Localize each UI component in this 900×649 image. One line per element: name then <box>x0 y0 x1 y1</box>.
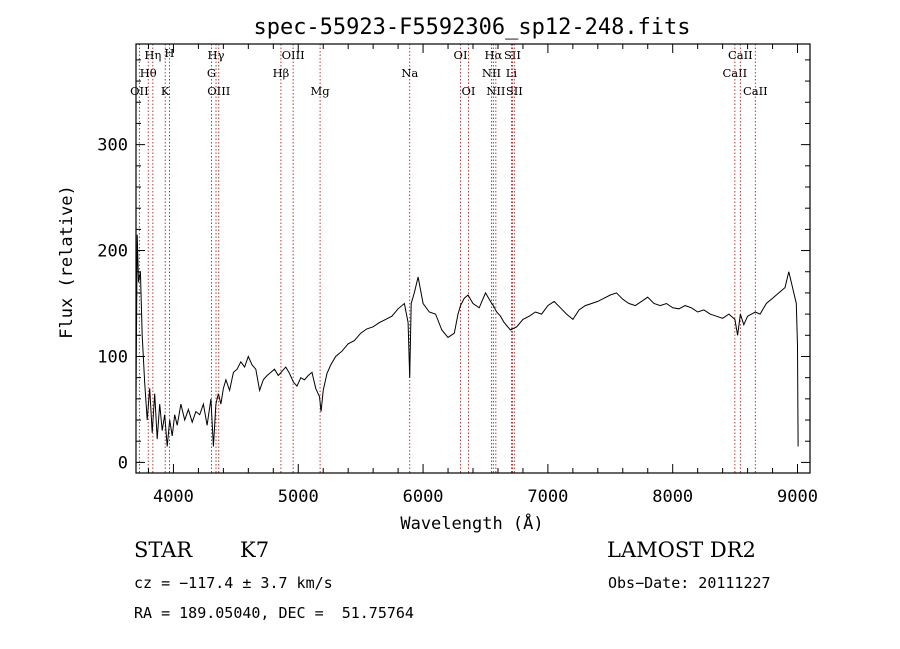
redshift-velocity: cz = −117.4 ± 3.7 km/s <box>134 574 333 592</box>
y-tick-label: 100 <box>97 347 128 367</box>
spectral-line-label: OIII <box>207 84 230 98</box>
spectral-line-label: Hη <box>144 48 161 62</box>
spectral-line-label: NII <box>486 84 505 98</box>
spectral-line-label: NII <box>482 66 501 80</box>
spectrum-chart: spec-55923-F5592306_sp12-248.fits OII Hθ H… <box>57 15 818 534</box>
chart-title: spec-55923-F5592306_sp12-248.fits <box>253 15 690 40</box>
y-tick-label: 300 <box>97 136 128 156</box>
y-tick-label: 0 <box>118 453 128 473</box>
spectral-line-markers: OIIHθHηKHGHγOIIIHβOIIIMgNaOIOINIIHαNIILi… <box>130 44 768 473</box>
spectral-line-label: G <box>207 66 216 80</box>
spectral-line-label: Hγ <box>208 48 225 62</box>
y-axis-ticks: 0 100 200 300 <box>97 59 810 473</box>
x-tick-label: 4000 <box>153 487 194 507</box>
x-tick-label: 8000 <box>652 487 693 507</box>
y-axis-label: Flux (relative) <box>57 185 77 339</box>
spectral-line-label: Hθ <box>140 66 157 80</box>
plot-frame <box>135 43 811 474</box>
spectral-line-label: OIII <box>282 48 305 62</box>
x-axis-ticks: 4000 5000 6000 7000 8000 9000 <box>147 44 818 507</box>
spectral-line-label: Hα <box>484 48 502 62</box>
sky-coordinates: RA = 189.05040, DEC = 51.75764 <box>134 604 414 622</box>
spectral-line-label: K <box>161 84 170 98</box>
spectral-line-label: OI <box>462 84 476 98</box>
spectral-line-label: SII <box>506 84 523 98</box>
object-class: STAR <box>134 538 193 562</box>
spectral-line-label: SII <box>504 48 521 62</box>
spectral-line-label: CaII <box>722 66 747 80</box>
spectral-line-label: CaII <box>743 84 768 98</box>
spectrum-series-line <box>135 234 799 447</box>
x-axis-label: Wavelength (Å) <box>400 512 543 534</box>
observation-date: Obs−Date: 20111227 <box>608 574 771 592</box>
object-subclass: K7 <box>240 538 270 562</box>
survey-name: LAMOST DR2 <box>607 538 756 562</box>
spectral-line-label: CaII <box>728 48 753 62</box>
spectral-line-label: OII <box>130 84 149 98</box>
x-tick-label: 9000 <box>777 487 818 507</box>
spectral-line-label: Na <box>401 66 418 80</box>
y-tick-label: 200 <box>97 242 128 262</box>
spectral-line-label: Hβ <box>273 66 290 80</box>
x-tick-label: 5000 <box>278 487 319 507</box>
spectral-line-label: Mg <box>311 84 331 98</box>
spectral-line-label: H <box>164 46 174 60</box>
x-tick-label: 7000 <box>527 487 568 507</box>
spectral-line-label: Li <box>506 66 518 80</box>
spectral-line-label: OI <box>454 48 468 62</box>
x-tick-label: 6000 <box>403 487 444 507</box>
